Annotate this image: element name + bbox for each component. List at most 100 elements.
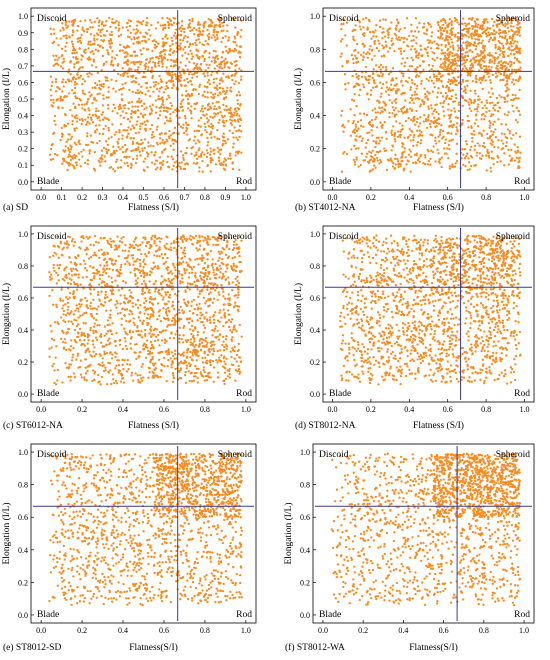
x-tick-label: 0.8 bbox=[200, 193, 210, 202]
data-point bbox=[89, 326, 92, 330]
data-point bbox=[142, 71, 146, 74]
data-point bbox=[487, 65, 490, 68]
data-point bbox=[205, 117, 209, 120]
data-point bbox=[181, 105, 184, 108]
data-point bbox=[222, 308, 225, 311]
data-point bbox=[400, 93, 403, 96]
data-point bbox=[173, 126, 177, 130]
data-point bbox=[207, 79, 211, 82]
data-point bbox=[401, 145, 404, 148]
data-point bbox=[235, 110, 238, 113]
data-point bbox=[498, 32, 501, 35]
data-point bbox=[214, 92, 217, 96]
data-point bbox=[215, 77, 218, 80]
data-point bbox=[73, 141, 77, 144]
data-point bbox=[455, 159, 459, 163]
data-point bbox=[509, 42, 513, 45]
data-point bbox=[143, 262, 147, 266]
data-point bbox=[222, 349, 226, 352]
data-point bbox=[123, 359, 126, 362]
data-point bbox=[385, 45, 388, 48]
data-point bbox=[118, 240, 122, 243]
data-point bbox=[518, 29, 521, 32]
data-point bbox=[61, 254, 64, 257]
data-point bbox=[228, 66, 231, 69]
data-point bbox=[131, 305, 135, 308]
data-point bbox=[69, 148, 73, 151]
data-point bbox=[355, 139, 358, 142]
data-point bbox=[495, 67, 498, 70]
data-point bbox=[112, 69, 116, 72]
data-point bbox=[154, 327, 157, 330]
data-point bbox=[239, 78, 243, 81]
data-point bbox=[403, 49, 406, 53]
data-point bbox=[368, 20, 371, 23]
data-point bbox=[202, 94, 205, 97]
data-point bbox=[489, 60, 492, 63]
data-point bbox=[209, 153, 212, 156]
data-point bbox=[488, 126, 491, 129]
data-point bbox=[135, 282, 138, 285]
data-point bbox=[424, 96, 427, 99]
data-point bbox=[68, 292, 72, 295]
data-point bbox=[120, 93, 123, 96]
data-point bbox=[171, 305, 174, 308]
data-point bbox=[87, 58, 91, 61]
data-point bbox=[465, 44, 468, 47]
data-point bbox=[141, 39, 144, 43]
data-point bbox=[470, 62, 474, 65]
data-point bbox=[94, 109, 98, 113]
data-point bbox=[154, 65, 157, 68]
data-point bbox=[61, 90, 64, 93]
data-point bbox=[388, 115, 391, 119]
data-point bbox=[103, 155, 106, 158]
data-point bbox=[406, 56, 409, 60]
data-point bbox=[132, 137, 135, 140]
data-point bbox=[130, 254, 133, 257]
data-point bbox=[103, 253, 106, 256]
data-point bbox=[159, 109, 162, 113]
data-point bbox=[192, 62, 196, 65]
data-point bbox=[199, 274, 202, 278]
data-point bbox=[441, 129, 445, 133]
data-point bbox=[393, 137, 396, 141]
data-point bbox=[185, 356, 189, 359]
data-point bbox=[78, 118, 81, 121]
data-point bbox=[516, 27, 520, 30]
data-point bbox=[394, 101, 398, 104]
data-point bbox=[216, 376, 220, 379]
data-point bbox=[130, 80, 133, 84]
data-point bbox=[131, 105, 134, 108]
data-point bbox=[437, 20, 440, 24]
data-point bbox=[394, 153, 397, 156]
data-point bbox=[49, 147, 53, 151]
data-point bbox=[130, 347, 133, 350]
data-point bbox=[182, 324, 186, 328]
data-point bbox=[473, 148, 476, 151]
data-point bbox=[229, 329, 232, 332]
data-point bbox=[81, 82, 84, 86]
data-point bbox=[130, 68, 133, 71]
data-point bbox=[220, 162, 223, 165]
data-point bbox=[378, 19, 382, 22]
data-point bbox=[105, 261, 108, 264]
data-point bbox=[196, 54, 199, 57]
data-point bbox=[234, 49, 238, 52]
data-point bbox=[194, 103, 198, 106]
data-point bbox=[216, 37, 219, 41]
data-point bbox=[373, 107, 377, 110]
data-point bbox=[195, 241, 199, 245]
data-point bbox=[179, 76, 183, 79]
data-point bbox=[361, 137, 364, 140]
data-point bbox=[118, 343, 122, 346]
data-point bbox=[453, 100, 457, 103]
data-point bbox=[453, 35, 457, 38]
data-point bbox=[409, 88, 412, 91]
data-point bbox=[197, 149, 200, 152]
data-point bbox=[370, 124, 374, 128]
data-point bbox=[144, 31, 147, 34]
data-point bbox=[161, 62, 164, 65]
data-point bbox=[88, 152, 91, 155]
data-point bbox=[144, 244, 148, 248]
data-point bbox=[112, 168, 115, 171]
